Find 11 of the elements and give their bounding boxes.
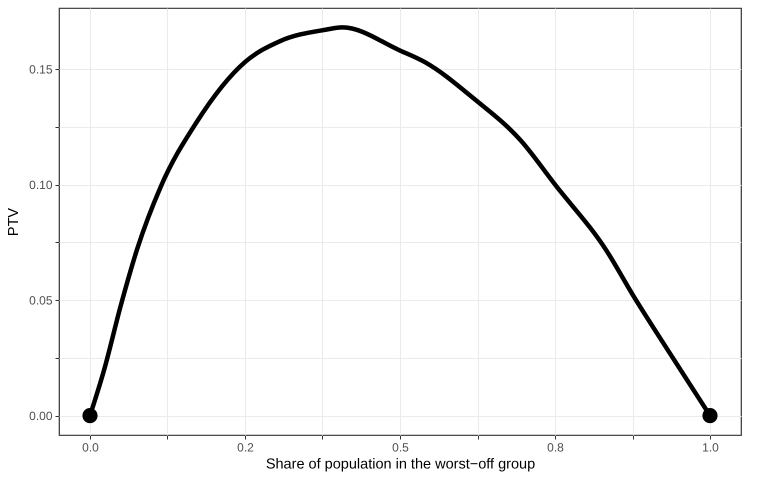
x-tick-label: 0.0 (82, 440, 100, 454)
x-axis-title: Share of population in the worst−off group (266, 456, 536, 472)
x-tick-label: 0.5 (392, 440, 410, 454)
x-tick-label: 1.0 (702, 440, 720, 454)
y-tick-label: 0.00 (29, 409, 53, 424)
y-tick-label: 0.10 (29, 178, 53, 192)
y-tick-label: 0.15 (29, 62, 53, 76)
y-tick-label: 0.05 (29, 294, 53, 308)
y-axis-title: PTV (6, 208, 22, 236)
x-tick-label: 0.2 (237, 440, 254, 454)
x-tick-label: 0.8 (547, 440, 564, 454)
